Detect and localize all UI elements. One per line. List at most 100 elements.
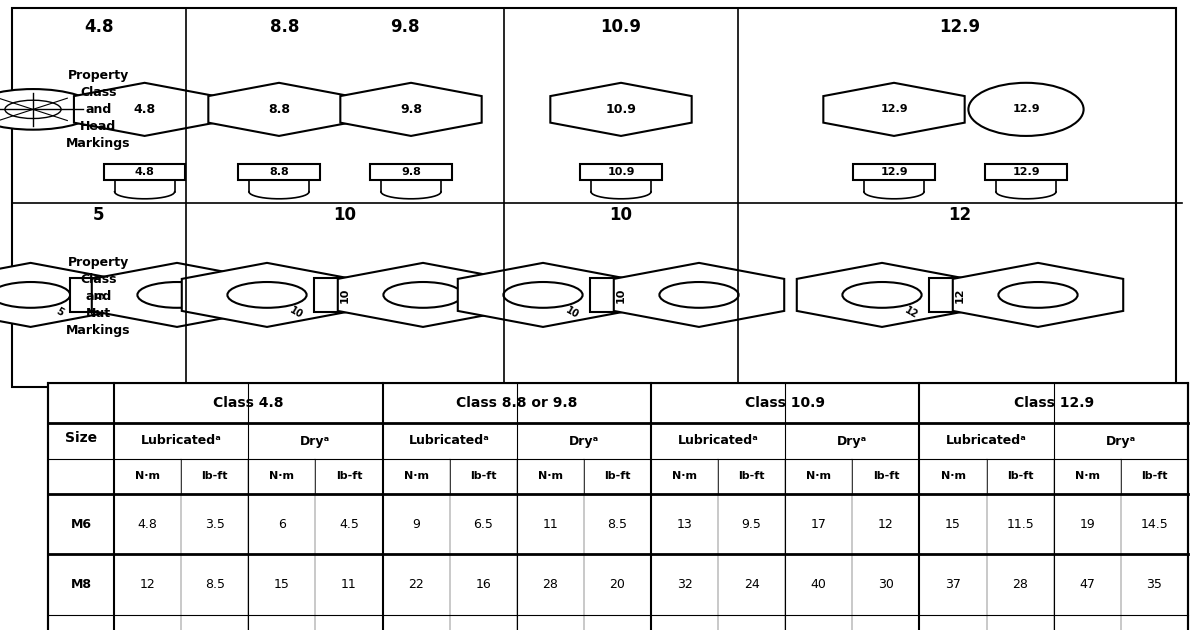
Text: 8.8: 8.8	[270, 18, 300, 37]
Bar	[985, 164, 1067, 180]
Text: N·m: N·m	[403, 471, 428, 481]
Text: 19: 19	[1080, 518, 1096, 530]
Text: 24: 24	[744, 578, 760, 591]
Text: Property
Class
and
Head
Markings: Property Class and Head Markings	[66, 69, 131, 150]
Text: 12: 12	[948, 206, 972, 224]
Text: 11: 11	[341, 578, 356, 591]
Text: 12: 12	[904, 305, 920, 320]
Bar	[929, 278, 991, 312]
Polygon shape	[91, 263, 263, 327]
Text: lb-ft: lb-ft	[336, 471, 362, 481]
Text: 60: 60	[878, 629, 894, 630]
Text: 10: 10	[564, 305, 581, 320]
Text: 10: 10	[288, 305, 305, 320]
Bar	[590, 278, 653, 312]
Text: 28: 28	[1013, 578, 1028, 591]
Text: 9.5: 9.5	[742, 518, 762, 530]
Text: 6.5: 6.5	[473, 518, 493, 530]
Bar	[238, 164, 319, 180]
Text: Size: Size	[65, 432, 97, 445]
Circle shape	[0, 89, 96, 130]
Text: 11: 11	[542, 518, 558, 530]
Text: 28: 28	[542, 578, 558, 591]
Text: M6: M6	[71, 518, 91, 530]
Polygon shape	[551, 83, 691, 136]
Text: lb-ft: lb-ft	[1141, 471, 1168, 481]
Polygon shape	[209, 83, 349, 136]
Text: M8: M8	[71, 578, 91, 591]
Text: M10: M10	[66, 629, 96, 630]
Text: 12.9: 12.9	[940, 18, 980, 37]
Polygon shape	[181, 263, 353, 327]
Bar	[104, 164, 186, 180]
Text: 9.8: 9.8	[401, 167, 421, 177]
Text: 95: 95	[1079, 629, 1096, 630]
Text: Dryᵃ: Dryᵃ	[300, 435, 330, 447]
Text: 14.5: 14.5	[1140, 518, 1169, 530]
Text: Class 12.9: Class 12.9	[1014, 396, 1094, 410]
Text: 12.9: 12.9	[1012, 167, 1040, 177]
Text: 4.8: 4.8	[134, 167, 155, 177]
Text: 8.8: 8.8	[269, 167, 289, 177]
Text: 15: 15	[274, 578, 289, 591]
Bar	[370, 164, 452, 180]
Circle shape	[227, 282, 307, 308]
Text: 63: 63	[677, 629, 692, 630]
Text: 9: 9	[412, 518, 420, 530]
Text: 30: 30	[878, 578, 894, 591]
Circle shape	[504, 282, 583, 308]
Text: 12.9: 12.9	[880, 105, 908, 115]
Polygon shape	[797, 263, 967, 327]
Text: 12: 12	[878, 518, 894, 530]
Text: Class 8.8 or 9.8: Class 8.8 or 9.8	[456, 396, 577, 410]
Text: lb-ft: lb-ft	[604, 471, 631, 481]
Circle shape	[998, 282, 1078, 308]
Polygon shape	[953, 263, 1123, 327]
Text: lb-ft: lb-ft	[202, 471, 228, 481]
Text: 17: 17	[206, 629, 223, 630]
Polygon shape	[341, 83, 481, 136]
Text: 23: 23	[139, 629, 156, 630]
Text: lb-ft: lb-ft	[1007, 471, 1033, 481]
Text: 10: 10	[616, 287, 626, 302]
Text: N·m: N·m	[269, 471, 294, 481]
Text: 10: 10	[610, 206, 632, 224]
Text: 10.9: 10.9	[600, 18, 642, 37]
Bar	[71, 278, 133, 312]
Text: 22: 22	[408, 578, 424, 591]
Polygon shape	[74, 83, 215, 136]
Text: 47: 47	[1079, 578, 1096, 591]
Text: 12: 12	[139, 578, 156, 591]
Text: N·m: N·m	[941, 471, 966, 481]
Text: 5: 5	[96, 291, 107, 299]
Circle shape	[5, 100, 61, 118]
Text: 37: 37	[946, 578, 961, 591]
Text: 15: 15	[946, 518, 961, 530]
Polygon shape	[457, 263, 629, 327]
Text: Class 4.8: Class 4.8	[214, 396, 283, 410]
Text: 10: 10	[340, 287, 350, 302]
Text: Dryᵃ: Dryᵃ	[1105, 435, 1136, 447]
Text: 43: 43	[408, 629, 424, 630]
Text: Dryᵃ: Dryᵃ	[838, 435, 868, 447]
Text: 12.9: 12.9	[1012, 105, 1040, 115]
Text: 11.5: 11.5	[1007, 518, 1034, 530]
Polygon shape	[823, 83, 965, 136]
Text: 5: 5	[55, 307, 66, 319]
Text: Lubricatedᵃ: Lubricatedᵃ	[946, 435, 1027, 447]
Text: 12.9: 12.9	[880, 167, 908, 177]
Polygon shape	[337, 263, 509, 327]
Polygon shape	[0, 263, 116, 327]
Text: 32: 32	[677, 578, 692, 591]
Text: lb-ft: lb-ft	[738, 471, 764, 481]
Text: 35: 35	[1146, 578, 1163, 591]
Text: 9.8: 9.8	[400, 103, 422, 116]
Text: Class 10.9: Class 10.9	[745, 396, 826, 410]
Text: N·m: N·m	[672, 471, 697, 481]
Text: 16: 16	[475, 578, 491, 591]
Text: 32: 32	[475, 629, 491, 630]
Text: 40: 40	[610, 629, 625, 630]
Text: 55: 55	[1012, 629, 1028, 630]
Text: Lubricatedᵃ: Lubricatedᵃ	[409, 435, 490, 447]
Text: 8.8: 8.8	[268, 103, 290, 116]
